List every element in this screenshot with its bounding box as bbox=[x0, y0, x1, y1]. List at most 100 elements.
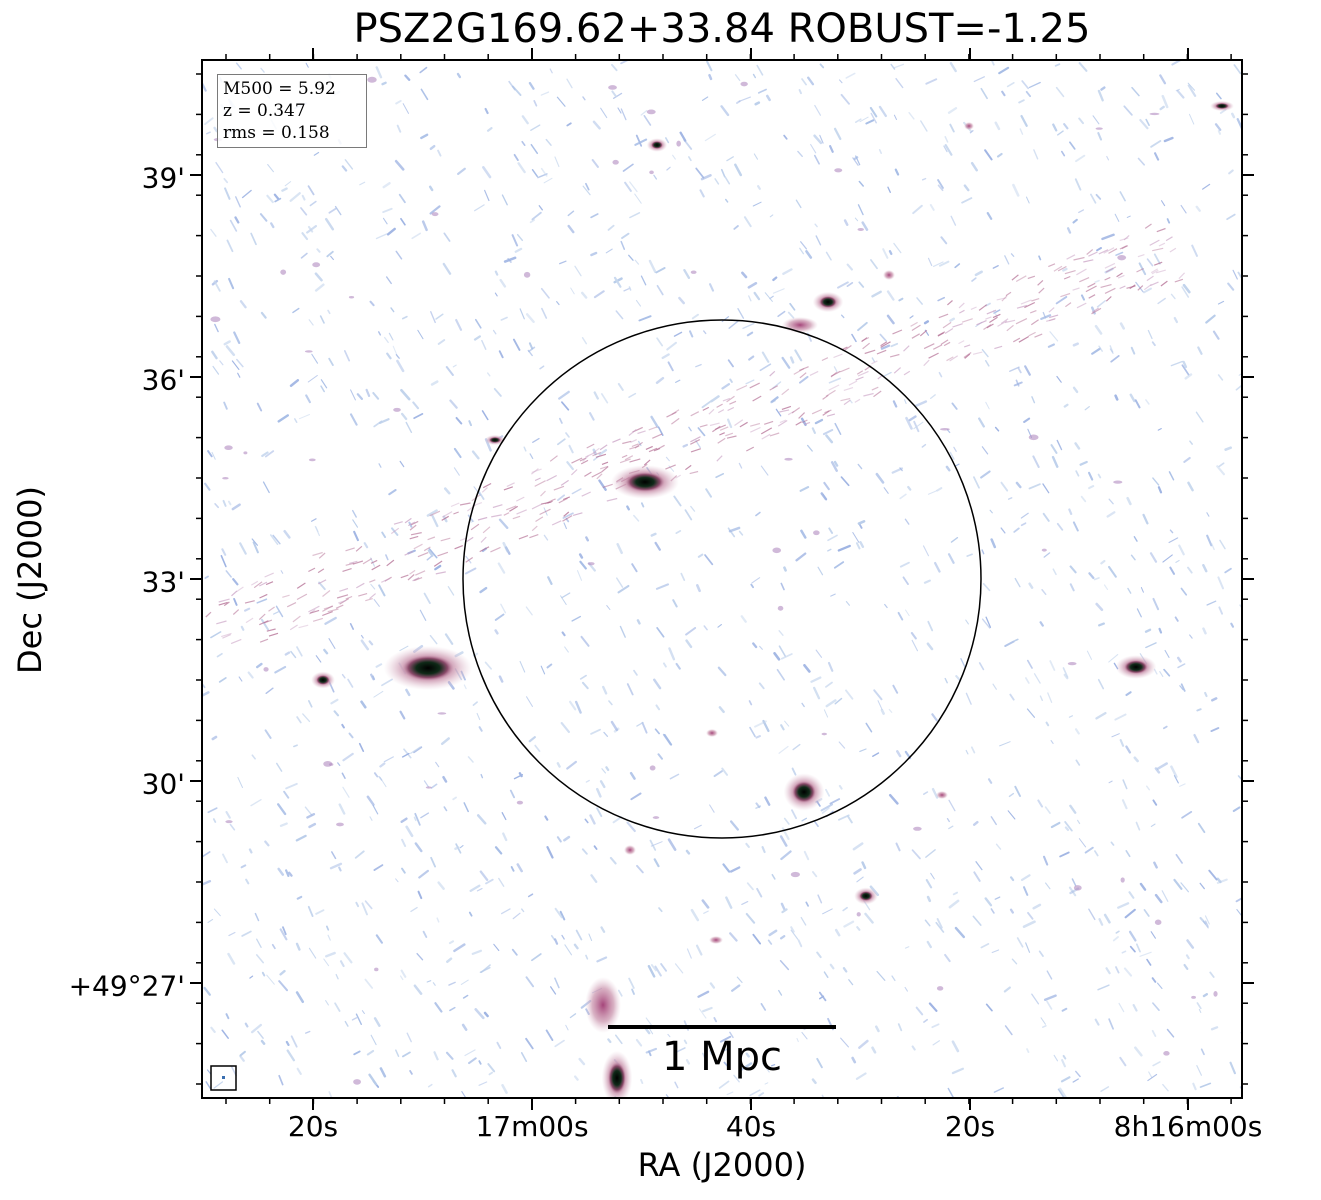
noise-speck bbox=[1135, 821, 1141, 831]
noise-speck bbox=[370, 1034, 377, 1046]
noise-speck bbox=[829, 798, 841, 805]
stripe-streak bbox=[799, 366, 809, 371]
noise-speck bbox=[644, 1027, 651, 1035]
noise-speck bbox=[717, 666, 727, 677]
noise-speck bbox=[431, 212, 439, 217]
noise-speck bbox=[729, 866, 741, 873]
noise-speck bbox=[1091, 347, 1102, 355]
noise-speck bbox=[474, 1008, 485, 1020]
stripe-streak bbox=[409, 524, 417, 531]
noise-speck bbox=[324, 616, 337, 625]
noise-speck bbox=[455, 416, 463, 425]
noise-speck bbox=[290, 650, 297, 659]
noise-speck bbox=[559, 910, 566, 921]
noise-speck bbox=[657, 426, 664, 437]
noise-speck bbox=[405, 421, 413, 433]
noise-speck bbox=[1174, 616, 1179, 622]
noise-speck bbox=[434, 564, 442, 571]
noise-speck bbox=[202, 691, 210, 697]
noise-speck bbox=[992, 683, 997, 690]
noise-speck bbox=[1108, 780, 1113, 784]
stripe-streak bbox=[259, 593, 268, 599]
x-tick-label: 17m00s bbox=[475, 1110, 589, 1143]
noise-speck bbox=[628, 977, 635, 989]
noise-speck bbox=[1045, 721, 1050, 727]
noise-speck bbox=[825, 434, 834, 444]
noise-speck bbox=[1232, 269, 1238, 280]
noise-speck bbox=[235, 62, 242, 70]
noise-speck bbox=[729, 1031, 734, 1039]
noise-speck bbox=[723, 1061, 729, 1067]
noise-speck bbox=[1202, 183, 1211, 190]
noise-speck bbox=[223, 401, 228, 410]
stripe-streak bbox=[407, 574, 415, 581]
noise-speck bbox=[814, 418, 824, 425]
noise-speck bbox=[893, 242, 902, 254]
noise-speck bbox=[341, 165, 348, 172]
noise-speck bbox=[840, 1037, 849, 1048]
noise-speck bbox=[1226, 213, 1236, 221]
noise-speck bbox=[1100, 559, 1106, 565]
noise-speck bbox=[827, 534, 838, 542]
stripe-streak bbox=[880, 341, 891, 348]
noise-speck bbox=[582, 96, 586, 101]
stripe-streak bbox=[599, 444, 608, 451]
m500-text: M500 = 5.92 bbox=[223, 79, 336, 99]
diffuse-emission bbox=[964, 122, 974, 130]
noise-speck bbox=[690, 505, 696, 512]
noise-speck bbox=[1130, 554, 1136, 561]
noise-speck bbox=[503, 256, 517, 263]
noise-speck bbox=[690, 270, 697, 274]
noise-speck bbox=[823, 481, 830, 491]
noise-speck bbox=[733, 1074, 740, 1083]
noise-speck bbox=[950, 537, 959, 543]
noise-speck bbox=[1108, 565, 1117, 578]
noise-speck bbox=[435, 313, 444, 320]
noise-speck bbox=[1020, 874, 1031, 882]
noise-speck bbox=[1142, 513, 1149, 525]
stripe-streak bbox=[258, 613, 266, 621]
noise-speck bbox=[448, 981, 456, 986]
noise-speck bbox=[870, 112, 877, 124]
noise-speck bbox=[984, 360, 990, 367]
noise-speck bbox=[720, 168, 726, 178]
noise-speck bbox=[368, 640, 374, 646]
noise-speck bbox=[1206, 512, 1210, 517]
stripe-streak bbox=[769, 432, 780, 437]
noise-speck bbox=[1209, 971, 1215, 978]
noise-speck bbox=[1230, 622, 1235, 628]
diffuse-emission bbox=[883, 270, 895, 280]
stripe-streak bbox=[289, 624, 298, 631]
noise-speck bbox=[272, 534, 281, 545]
noise-speck bbox=[616, 543, 623, 555]
stripe-streak bbox=[381, 578, 390, 583]
noise-speck bbox=[1188, 113, 1195, 125]
noise-speck bbox=[403, 748, 412, 759]
noise-speck bbox=[1063, 673, 1069, 680]
stripe-streak bbox=[356, 582, 365, 589]
noise-speck bbox=[814, 154, 820, 165]
noise-speck bbox=[1113, 480, 1123, 484]
noise-speck bbox=[746, 331, 754, 337]
noise-speck bbox=[810, 143, 817, 154]
noise-speck bbox=[579, 560, 587, 570]
noise-speck bbox=[973, 871, 981, 882]
stripe-streak bbox=[450, 502, 460, 508]
noise-speck bbox=[349, 623, 355, 630]
noise-speck bbox=[1049, 331, 1059, 342]
stripe-streak bbox=[717, 437, 726, 444]
noise-speck bbox=[771, 1064, 776, 1067]
stripe-streak bbox=[871, 386, 879, 391]
noise-speck bbox=[938, 371, 943, 378]
noise-speck bbox=[1142, 287, 1152, 294]
noise-speck bbox=[530, 143, 539, 155]
noise-speck bbox=[777, 310, 786, 318]
noise-speck bbox=[1061, 1007, 1068, 1012]
noise-speck bbox=[811, 1078, 817, 1085]
noise-speck bbox=[1179, 685, 1184, 691]
noise-speck bbox=[1103, 584, 1109, 591]
noise-speck bbox=[937, 184, 944, 192]
noise-speck bbox=[923, 320, 930, 325]
noise-speck bbox=[1097, 132, 1103, 141]
noise-speck bbox=[274, 197, 282, 203]
